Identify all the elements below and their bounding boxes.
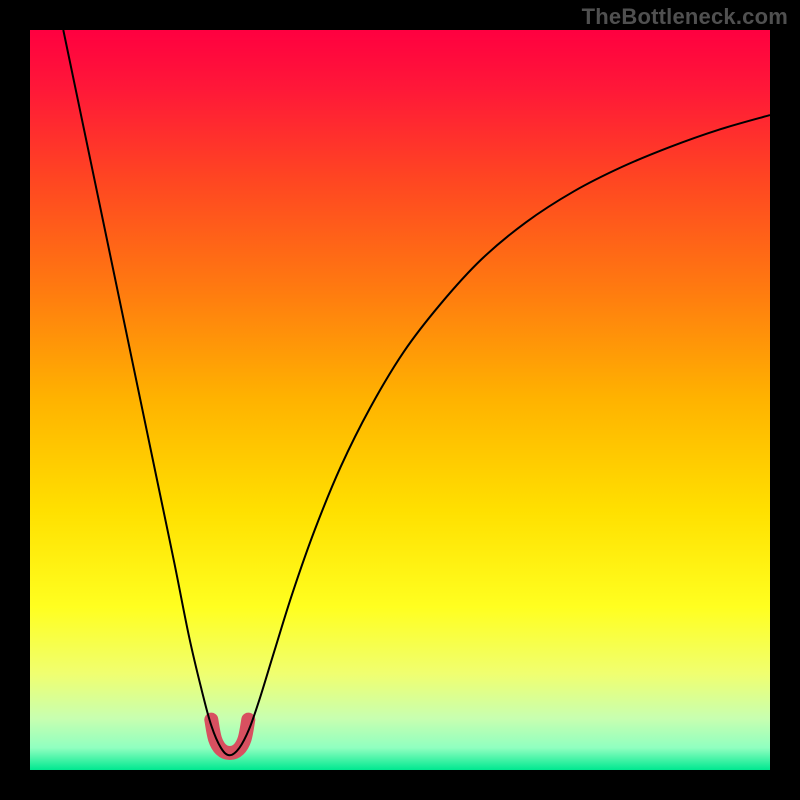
watermark-text: TheBottleneck.com xyxy=(582,4,788,30)
bottleneck-chart-svg xyxy=(0,0,800,800)
chart-container: TheBottleneck.com xyxy=(0,0,800,800)
